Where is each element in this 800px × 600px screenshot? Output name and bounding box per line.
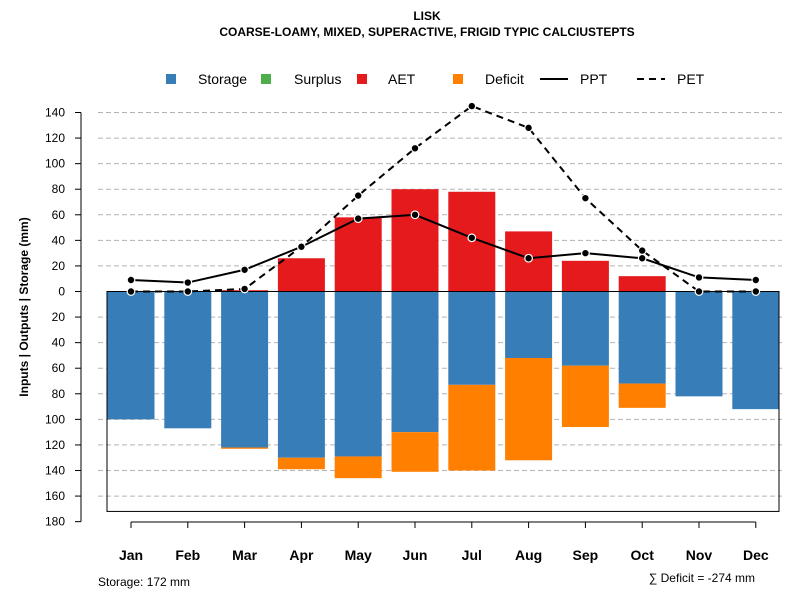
bar-deficit-aug <box>505 357 553 461</box>
bar-storage-may <box>334 291 382 457</box>
series-lines <box>126 101 761 296</box>
y-tick-label: 60 <box>52 208 66 222</box>
ppt-point-may <box>353 214 363 224</box>
x-tick-label-dec: Dec <box>743 547 769 563</box>
legend-label-pet: PET <box>677 71 705 87</box>
bar-storage-jul <box>448 291 496 385</box>
legend-label-storage: Storage <box>198 71 247 87</box>
chart-legend: Storage Surplus AET Deficit PPT PET <box>166 71 705 87</box>
bar-aet-sep <box>561 260 609 292</box>
y-tick-label: 40 <box>52 336 66 350</box>
bar-deficit-may <box>334 456 382 479</box>
y-tick-label: 100 <box>45 412 65 426</box>
legend-label-surplus: Surplus <box>294 71 341 87</box>
bar-storage-oct <box>618 291 666 384</box>
y-tick-label: 160 <box>45 489 65 503</box>
pet-point-jun <box>410 143 420 153</box>
ppt-point-feb <box>183 278 193 287</box>
bar-aet-jun <box>391 189 439 292</box>
legend-label-aet: AET <box>388 71 416 87</box>
pet-line <box>131 104 756 293</box>
ppt-point-oct <box>637 253 647 263</box>
x-tick-label-nov: Nov <box>686 547 713 563</box>
y-tick-label: 120 <box>45 438 65 452</box>
bar-aet-may <box>334 217 382 292</box>
x-tick-label-mar: Mar <box>232 547 257 563</box>
bar-storage-apr <box>277 291 325 458</box>
pet-point-nov <box>694 287 704 296</box>
y-tick-label: 80 <box>52 387 66 401</box>
bar-aet-apr <box>277 258 325 292</box>
bar-deficit-jul <box>448 384 496 471</box>
ppt-point-aug <box>524 253 533 263</box>
ppt-line <box>130 213 756 284</box>
x-tick-label-aug: Aug <box>515 547 542 563</box>
bar-storage-sep <box>561 291 609 366</box>
bar-storage-jun <box>391 291 439 433</box>
legend-swatch-aet <box>357 74 367 84</box>
pet-point-jan <box>126 287 136 296</box>
y-tick-label: 0 <box>58 285 65 299</box>
y-tick-label: 140 <box>45 464 65 478</box>
x-tick-label-sep: Sep <box>573 547 599 563</box>
y-tick-label: 20 <box>52 310 66 324</box>
bar-deficit-sep <box>561 365 609 428</box>
storage-note: Storage: 172 mm <box>98 575 190 589</box>
legend-swatch-deficit <box>453 74 463 84</box>
ppt-point-mar <box>240 265 250 275</box>
ppt-point-jul <box>467 233 477 243</box>
ppt-point-jun <box>410 210 420 220</box>
ppt-point-jan <box>126 275 136 285</box>
bar-storage-dec <box>732 291 780 410</box>
bars <box>106 189 780 512</box>
legend-swatch-surplus <box>261 74 271 84</box>
bar-deficit-apr <box>277 457 325 470</box>
y-tick-label: 20 <box>52 259 66 273</box>
pet-point-mar <box>240 284 250 294</box>
pet-point-oct <box>637 246 647 255</box>
bar-storage-jan <box>107 291 155 420</box>
ppt-point-apr <box>297 242 306 252</box>
x-tick-label-jun: Jun <box>403 547 428 563</box>
x-tick-label-oct: Oct <box>631 547 655 563</box>
x-tick-label-may: May <box>345 547 372 563</box>
bar-deficit-jun <box>391 432 439 472</box>
bar-deficit-mar <box>221 447 269 449</box>
bar-storage-aug <box>505 291 553 358</box>
legend-label-deficit: Deficit <box>485 71 524 87</box>
legend-label-ppt: PPT <box>580 71 608 87</box>
y-tick-label: 60 <box>52 361 66 375</box>
ppt-point-dec <box>751 275 761 285</box>
bar-storage-nov <box>675 291 723 397</box>
y-tick-label: 100 <box>45 157 65 171</box>
y-tick-label: 40 <box>52 233 66 247</box>
y-tick-label: 80 <box>52 182 66 196</box>
bar-storage-feb <box>164 291 212 429</box>
pet-point-feb <box>183 287 193 296</box>
ppt-point-sep <box>581 248 590 258</box>
x-tick-label-apr: Apr <box>289 547 314 563</box>
y-tick-label: 140 <box>45 105 65 119</box>
deficit-note: ∑ Deficit = -274 mm <box>649 571 755 585</box>
x-tick-label-jul: Jul <box>462 547 482 563</box>
bar-storage-mar <box>221 291 269 448</box>
chart-subtitle: COARSE-LOAMY, MIXED, SUPERACTIVE, FRIGID… <box>219 25 634 39</box>
pet-point-may <box>353 191 363 201</box>
pet-point-aug <box>524 123 533 133</box>
ppt-point-nov <box>694 273 704 282</box>
x-tick-label-jan: Jan <box>119 547 143 563</box>
chart-title: LISK <box>413 9 441 23</box>
pet-point-jul <box>467 101 477 111</box>
pet-point-sep <box>581 193 590 203</box>
y-tick-label: 180 <box>45 515 65 529</box>
bar-aet-oct <box>618 276 666 292</box>
y-tick-label: 120 <box>45 131 65 145</box>
y-axis-label: Inputs | Outputs | Storage (mm) <box>17 217 31 396</box>
x-tick-label-feb: Feb <box>175 547 200 563</box>
axes: 140 120 100 80 60 40 20 0 20 40 60 80 100 120 140 160 18… <box>45 105 769 563</box>
pet-point-dec <box>751 287 761 296</box>
legend-swatch-storage <box>166 74 176 84</box>
bar-deficit-oct <box>618 383 666 408</box>
